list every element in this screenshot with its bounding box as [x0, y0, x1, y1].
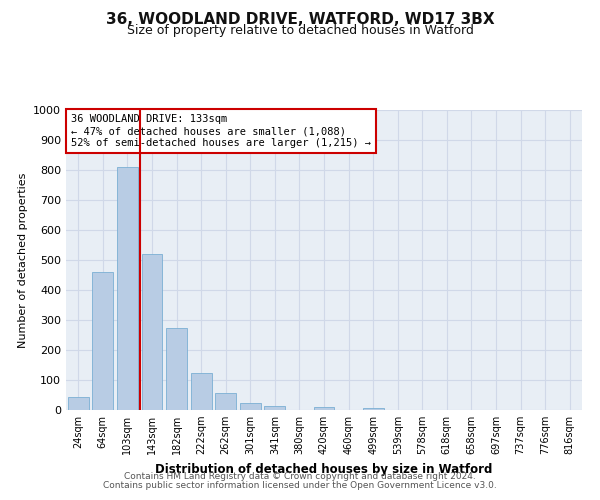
Bar	[314, 407, 334, 410]
Text: Size of property relative to detached houses in Watford: Size of property relative to detached ho…	[127, 24, 473, 37]
Bar	[142, 254, 163, 410]
Bar	[240, 403, 261, 410]
Bar	[265, 406, 286, 410]
Text: 36 WOODLAND DRIVE: 133sqm
← 47% of detached houses are smaller (1,088)
52% of se: 36 WOODLAND DRIVE: 133sqm ← 47% of detac…	[71, 114, 371, 148]
Bar	[68, 396, 89, 410]
Y-axis label: Number of detached properties: Number of detached properties	[17, 172, 28, 348]
Text: Contains public sector information licensed under the Open Government Licence v3: Contains public sector information licen…	[103, 481, 497, 490]
Bar	[191, 372, 212, 410]
Text: Contains HM Land Registry data © Crown copyright and database right 2024.: Contains HM Land Registry data © Crown c…	[124, 472, 476, 481]
Bar	[117, 167, 138, 410]
Text: 36, WOODLAND DRIVE, WATFORD, WD17 3BX: 36, WOODLAND DRIVE, WATFORD, WD17 3BX	[106, 12, 494, 28]
Bar	[215, 393, 236, 410]
Bar	[92, 272, 113, 410]
Bar	[362, 408, 383, 410]
X-axis label: Distribution of detached houses by size in Watford: Distribution of detached houses by size …	[155, 462, 493, 475]
Bar	[166, 328, 187, 410]
